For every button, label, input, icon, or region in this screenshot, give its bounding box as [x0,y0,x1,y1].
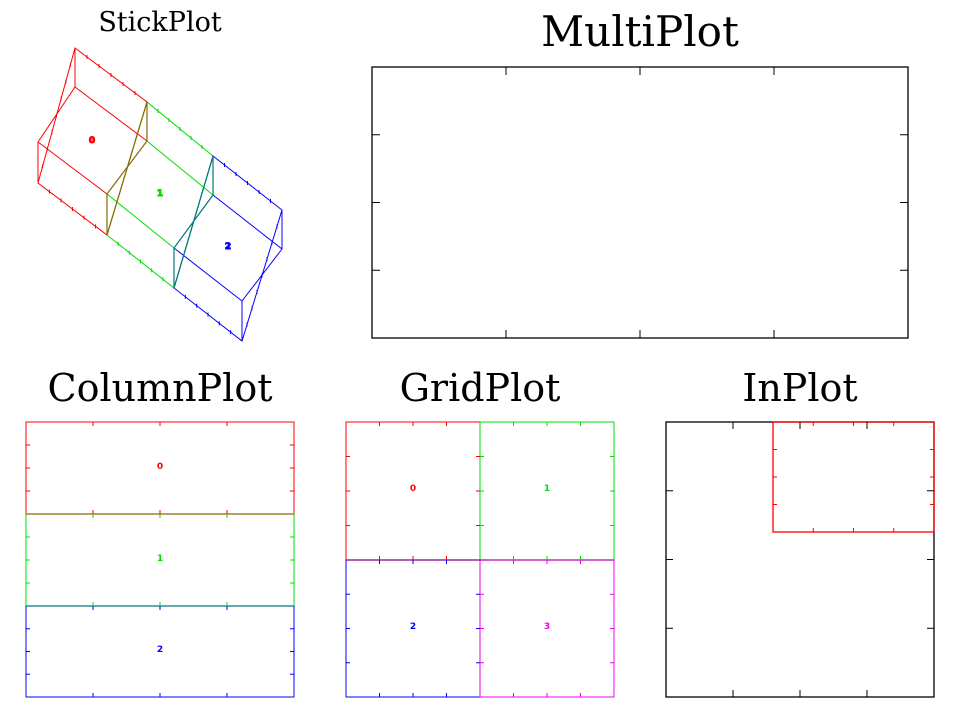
multi-plot-ticks [372,67,908,338]
stick-panel-2-label: 2 [225,242,231,252]
stick-panel-1: 1 [106,101,214,289]
grid-plot: 0 1 2 3 [345,421,615,698]
column-plot-ticks [26,422,294,697]
inplot-main-frame [665,421,935,698]
stick-shared-edge-0-1 [106,101,148,236]
stick-shared-edge-1-2 [173,155,214,289]
multi-plot-frame [371,66,909,339]
stick-panel-0-label: 0 [89,136,95,146]
grid-panel-2-label: 2 [410,622,416,632]
stickplot-title: StickPlot [98,7,222,38]
column-panel-2-label: 2 [157,645,163,655]
stick-panel-2: 2 [173,155,283,342]
grid-panel-3-label: 3 [544,622,550,632]
multi-plot [371,66,909,339]
gridplot-title: GridPlot [400,366,561,410]
stick-panel-1-label: 1 [157,189,163,199]
stick-plot: 0 1 2 [37,47,283,342]
stick-panel-0: 0 [37,47,148,236]
inplot-ticks [666,422,934,697]
column-plot: 0 1 2 [25,421,295,698]
in-plot [665,421,935,698]
inplot-title: InPlot [742,366,857,410]
column-panel-1-label: 1 [157,554,163,564]
inplot-inset-frame [772,421,935,533]
column-panel-0-label: 0 [157,462,163,472]
multiplot-title: MultiPlot [541,7,739,56]
grid-panel-0-label: 0 [410,484,416,494]
grid-panel-1-label: 1 [544,484,550,494]
stick-panel-2-frame [173,155,283,342]
grid-plot-ticks [346,422,614,697]
columnplot-title: ColumnPlot [48,366,273,410]
stick-tick-marks [42,55,278,335]
